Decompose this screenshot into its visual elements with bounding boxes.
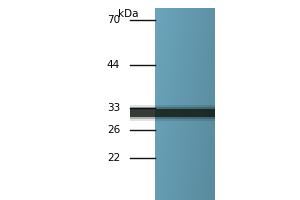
Bar [130, 105, 215, 109]
Text: 22: 22 [107, 153, 120, 163]
Bar [130, 107, 215, 109]
Text: 44: 44 [107, 60, 120, 70]
Bar [130, 117, 215, 121]
Bar [130, 117, 215, 119]
Text: 26: 26 [107, 125, 120, 135]
Bar [130, 109, 215, 117]
Text: kDa: kDa [118, 9, 138, 19]
Text: 33: 33 [107, 103, 120, 113]
Text: 70: 70 [107, 15, 120, 25]
